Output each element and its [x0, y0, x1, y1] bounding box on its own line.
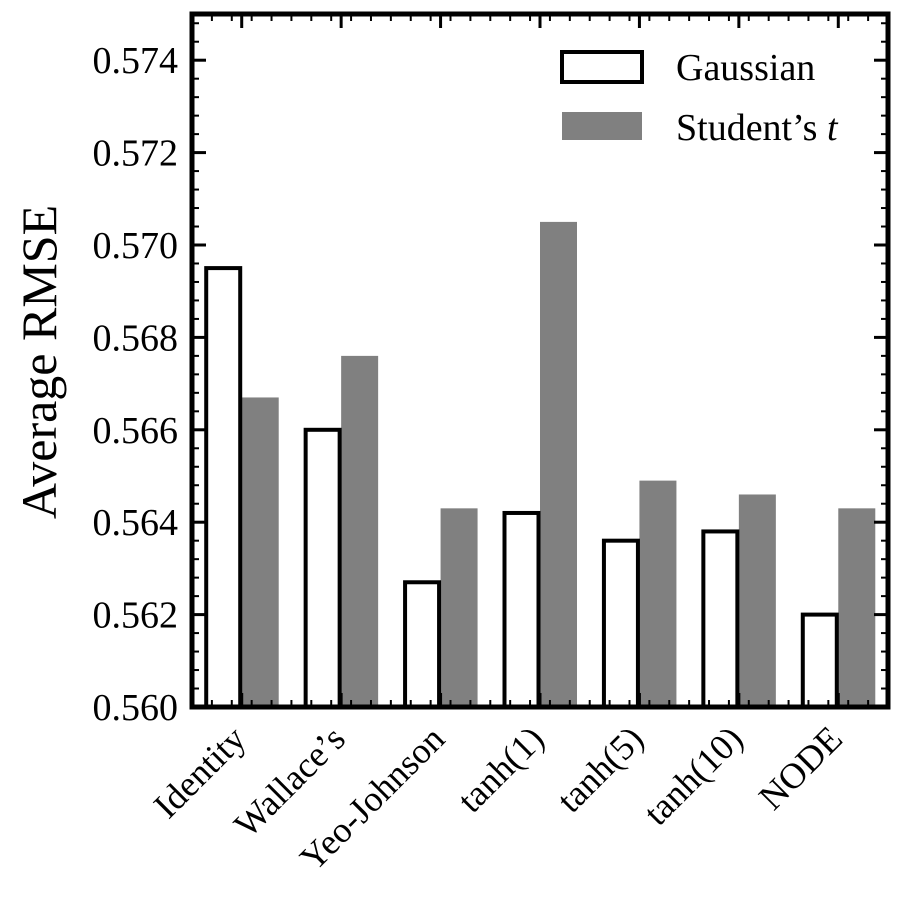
bar-gaussian-node [800, 612, 839, 709]
legend: Gaussian Student’s t [560, 47, 839, 149]
plot-frame [189, 11, 891, 710]
y-tick-label: 0.572 [93, 133, 179, 175]
bar-students-t-tanh-10 [738, 494, 776, 707]
legend-label-students-t: Student’s t [676, 107, 839, 149]
y-tick-label: 0.568 [93, 317, 179, 359]
y-tick-label: 0.560 [93, 687, 179, 729]
legend-label-students-t-italic: t [827, 107, 839, 149]
bar-students-t-identity [241, 397, 279, 707]
y-tick-label: 0.564 [93, 502, 179, 544]
bar-students-t-tanh-5 [639, 480, 677, 707]
legend-label-gaussian: Gaussian [676, 47, 815, 89]
bar-gaussian-tanh-5 [601, 538, 640, 709]
bar-students-t-yeo-johnson [440, 508, 478, 707]
bar-gaussian-yeo-johnson [403, 580, 442, 710]
bar-students-t-tanh-1 [540, 221, 577, 707]
bar-gaussian-wallace-s [303, 427, 342, 709]
bar-gaussian-tanh-10 [701, 529, 740, 709]
y-tick-label: 0.574 [93, 40, 179, 82]
bar-gaussian-tanh-1 [502, 510, 541, 710]
bar-gaussian-identity [204, 266, 243, 709]
y-tick-label: 0.570 [93, 225, 179, 267]
y-tick-label: 0.566 [93, 410, 179, 452]
y-tick-label: 0.562 [93, 595, 179, 637]
legend-label-students-t-name: Student’s [676, 107, 817, 149]
y-tick-labels: 0.560 0.562 0.564 0.566 0.568 0.570 0.572 0.574 [93, 40, 179, 729]
bar-students-t-wallace-s [341, 355, 379, 707]
y-axis-title: Average RMSE [11, 205, 67, 519]
bar-students-t-node [838, 508, 876, 707]
legend-swatch-students-t [562, 112, 642, 140]
legend-swatch-gaussian [560, 50, 644, 84]
bars-layer [204, 221, 876, 710]
